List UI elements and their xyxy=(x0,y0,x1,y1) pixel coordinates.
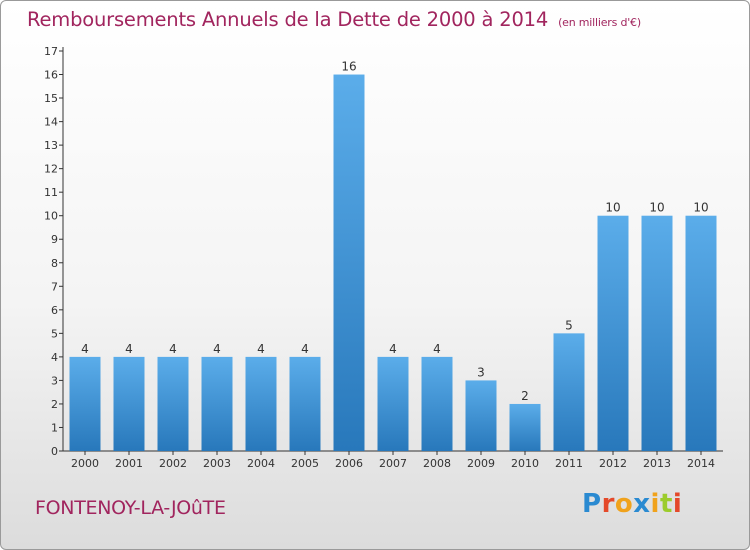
chart-bars xyxy=(69,74,717,451)
y-tick-label: 10 xyxy=(44,210,58,223)
bar-value-label: 4 xyxy=(257,342,265,356)
x-tick-label: 2008 xyxy=(423,457,451,470)
x-tick-label: 2010 xyxy=(511,457,539,470)
y-tick-label: 8 xyxy=(51,257,58,270)
y-tick-label: 5 xyxy=(51,327,58,340)
x-tick-label: 2012 xyxy=(599,457,627,470)
y-tick-label: 12 xyxy=(44,163,58,176)
bar-value-label: 2 xyxy=(521,389,529,403)
bar xyxy=(201,356,233,451)
chart-title-text: Remboursements Annuels de la Dette de 20… xyxy=(27,8,549,31)
x-tick-label: 2013 xyxy=(643,457,671,470)
bar xyxy=(641,215,673,451)
x-tick-label: 2004 xyxy=(247,457,275,470)
y-tick-label: 1 xyxy=(51,421,58,434)
y-tick-label: 6 xyxy=(51,304,58,317)
proxiti-logo: Proxiti xyxy=(582,489,683,519)
commune-name: FONTENOY-LA-JOûTE xyxy=(35,497,226,519)
bar-value-label: 10 xyxy=(605,201,620,215)
chart-unit: (en milliers d'€) xyxy=(558,16,641,29)
bar-value-label: 4 xyxy=(169,342,177,356)
bar-value-label: 5 xyxy=(565,318,573,332)
y-tick-label: 15 xyxy=(44,92,58,105)
bar-value-label: 3 xyxy=(477,365,485,379)
x-tick-label: 2007 xyxy=(379,457,407,470)
bar-value-label: 4 xyxy=(389,342,397,356)
x-tick-label: 2001 xyxy=(115,457,143,470)
x-tick-label: 2002 xyxy=(159,457,187,470)
bar xyxy=(597,215,629,451)
bar xyxy=(157,356,189,451)
bar xyxy=(69,356,101,451)
bar xyxy=(685,215,717,451)
chart-labels: 4 2000 4 2001 4 2002 4 2003 4 2004 4 2005 16 2006 4 200… xyxy=(71,60,715,470)
y-tick-label: 17 xyxy=(44,45,58,58)
bar xyxy=(333,74,365,451)
bar xyxy=(509,403,541,451)
bar-value-label: 10 xyxy=(693,201,708,215)
x-tick-label: 2000 xyxy=(71,457,99,470)
x-tick-label: 2009 xyxy=(467,457,495,470)
bar-value-label: 4 xyxy=(81,342,89,356)
y-tick-label: 0 xyxy=(51,445,58,458)
chart-title: Remboursements Annuels de la Dette de 20… xyxy=(27,8,641,31)
bar-value-label: 16 xyxy=(341,60,356,74)
y-tick-label: 14 xyxy=(44,116,58,129)
bar-value-label: 10 xyxy=(649,201,664,215)
y-tick-label: 4 xyxy=(51,351,58,364)
x-tick-label: 2003 xyxy=(203,457,231,470)
y-tick-label: 3 xyxy=(51,374,58,387)
bar xyxy=(113,356,145,451)
bar xyxy=(465,380,497,451)
bar xyxy=(421,356,453,451)
bar xyxy=(377,356,409,451)
y-tick-label: 9 xyxy=(51,233,58,246)
bar xyxy=(553,333,585,451)
y-tick-label: 13 xyxy=(44,139,58,152)
bar-value-label: 4 xyxy=(433,342,441,356)
x-tick-label: 2014 xyxy=(687,457,715,470)
bar xyxy=(289,356,321,451)
x-tick-label: 2011 xyxy=(555,457,583,470)
bar-value-label: 4 xyxy=(213,342,221,356)
y-tick-label: 16 xyxy=(44,69,58,82)
x-tick-label: 2006 xyxy=(335,457,363,470)
y-tick-label: 11 xyxy=(44,186,58,199)
y-tick-label: 2 xyxy=(51,398,58,411)
bar xyxy=(245,356,277,451)
bar-value-label: 4 xyxy=(301,342,309,356)
x-tick-label: 2005 xyxy=(291,457,319,470)
bar-value-label: 4 xyxy=(125,342,133,356)
y-tick-label: 7 xyxy=(51,280,58,293)
